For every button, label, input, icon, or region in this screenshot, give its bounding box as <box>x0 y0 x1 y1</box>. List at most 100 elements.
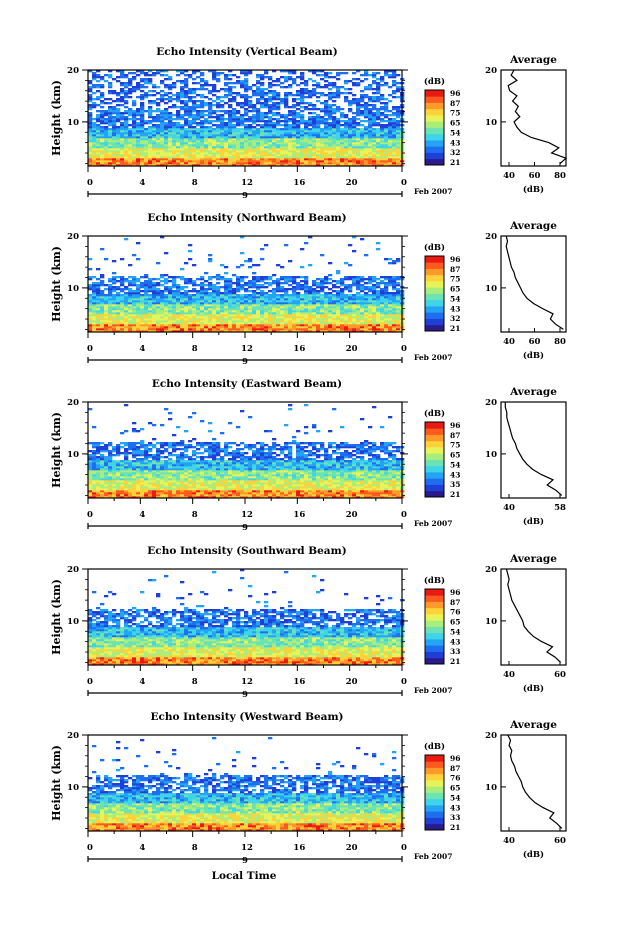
echo-cell <box>188 250 193 253</box>
echo-cell <box>272 288 277 291</box>
echo-cell <box>376 310 381 313</box>
echo-cell <box>380 298 385 301</box>
echo-cell <box>328 142 333 145</box>
echo-cell <box>140 156 145 159</box>
echo-cell <box>100 156 105 159</box>
echo-cell <box>252 104 257 107</box>
echo-cell <box>256 296 261 299</box>
echo-cell <box>228 288 233 291</box>
echo-cell <box>164 116 169 119</box>
echo-cell <box>224 134 229 137</box>
echo-cell <box>88 302 93 305</box>
echo-cell <box>136 152 141 155</box>
echo-cell <box>172 160 177 163</box>
echo-cell <box>364 154 369 157</box>
echo-cell <box>148 330 153 333</box>
echo-cell <box>372 138 377 141</box>
echo-cell <box>364 158 369 161</box>
echo-cell <box>164 316 169 319</box>
echo-cell <box>376 118 381 121</box>
echo-cell <box>324 292 329 295</box>
echo-cell <box>108 328 113 331</box>
echo-cell <box>228 70 233 73</box>
echo-cell <box>208 158 213 161</box>
echo-cell <box>160 164 165 167</box>
echo-cell <box>144 284 149 287</box>
echo-cell <box>328 148 333 151</box>
echo-cell <box>304 142 309 145</box>
echo-cell <box>176 298 181 301</box>
echo-cell <box>140 104 145 107</box>
echo-cell <box>192 146 197 149</box>
echo-cell <box>296 288 301 291</box>
echo-cell <box>364 116 369 119</box>
echo-cell <box>320 254 325 257</box>
echo-cell <box>208 312 213 315</box>
echo-cell <box>364 142 369 145</box>
echo-cell <box>380 276 385 279</box>
echo-cell <box>372 116 377 119</box>
echo-cell <box>292 136 297 139</box>
echo-cell <box>148 152 153 155</box>
echo-cell <box>328 318 333 321</box>
echo-cell <box>244 96 249 99</box>
echo-cell <box>112 120 117 123</box>
echo-cell <box>184 320 189 323</box>
echo-cell <box>172 136 177 139</box>
echo-cell <box>276 282 281 285</box>
echo-cell <box>312 316 317 319</box>
echo-cell <box>232 116 237 119</box>
echo-cell <box>328 308 333 311</box>
echo-cell <box>204 292 209 295</box>
echo-cell <box>268 134 273 137</box>
echo-cell <box>356 300 361 303</box>
echo-cell <box>356 132 361 135</box>
echo-cell <box>108 320 113 323</box>
echo-cell <box>152 90 157 93</box>
echo-cell <box>216 154 221 157</box>
echo-cell <box>168 106 173 109</box>
echo-cell <box>260 90 265 93</box>
echo-cell <box>372 154 377 157</box>
echo-cell <box>336 118 341 121</box>
echo-cell <box>212 90 217 93</box>
echo-cell <box>208 142 213 145</box>
echo-cell <box>128 162 133 165</box>
echo-cell <box>360 112 365 115</box>
echo-cell <box>356 306 361 309</box>
echo-cell <box>348 306 353 309</box>
echo-cell <box>184 104 189 107</box>
echo-cell <box>172 286 177 289</box>
echo-cell <box>392 122 397 125</box>
echo-cell <box>372 74 377 77</box>
echo-cell <box>120 288 125 291</box>
echo-cell <box>296 296 301 299</box>
echo-cell <box>180 328 185 331</box>
echo-cell <box>124 96 129 99</box>
echo-cell <box>364 314 369 317</box>
echo-cell <box>228 120 233 123</box>
echo-cell <box>220 130 225 133</box>
echo-cell <box>184 300 189 303</box>
echo-cell <box>356 314 361 317</box>
echo-cell <box>308 286 313 289</box>
echo-cell <box>148 294 153 297</box>
echo-cell <box>328 144 333 147</box>
echo-cell <box>192 88 197 91</box>
echo-cell <box>380 294 385 297</box>
echo-cell <box>264 326 269 329</box>
echo-cell <box>184 120 189 123</box>
echo-cell <box>332 326 337 329</box>
echo-cell <box>272 128 277 131</box>
echo-cell <box>284 156 289 159</box>
echo-cell <box>236 156 241 159</box>
echo-cell <box>104 126 109 129</box>
echo-cell <box>92 72 97 75</box>
echo-cell <box>92 324 97 327</box>
echo-cell <box>192 132 197 135</box>
echo-cell <box>216 274 221 277</box>
echo-cell <box>320 306 325 309</box>
echo-cell <box>248 316 253 319</box>
echo-cell <box>228 284 233 287</box>
echo-cell <box>236 138 241 141</box>
